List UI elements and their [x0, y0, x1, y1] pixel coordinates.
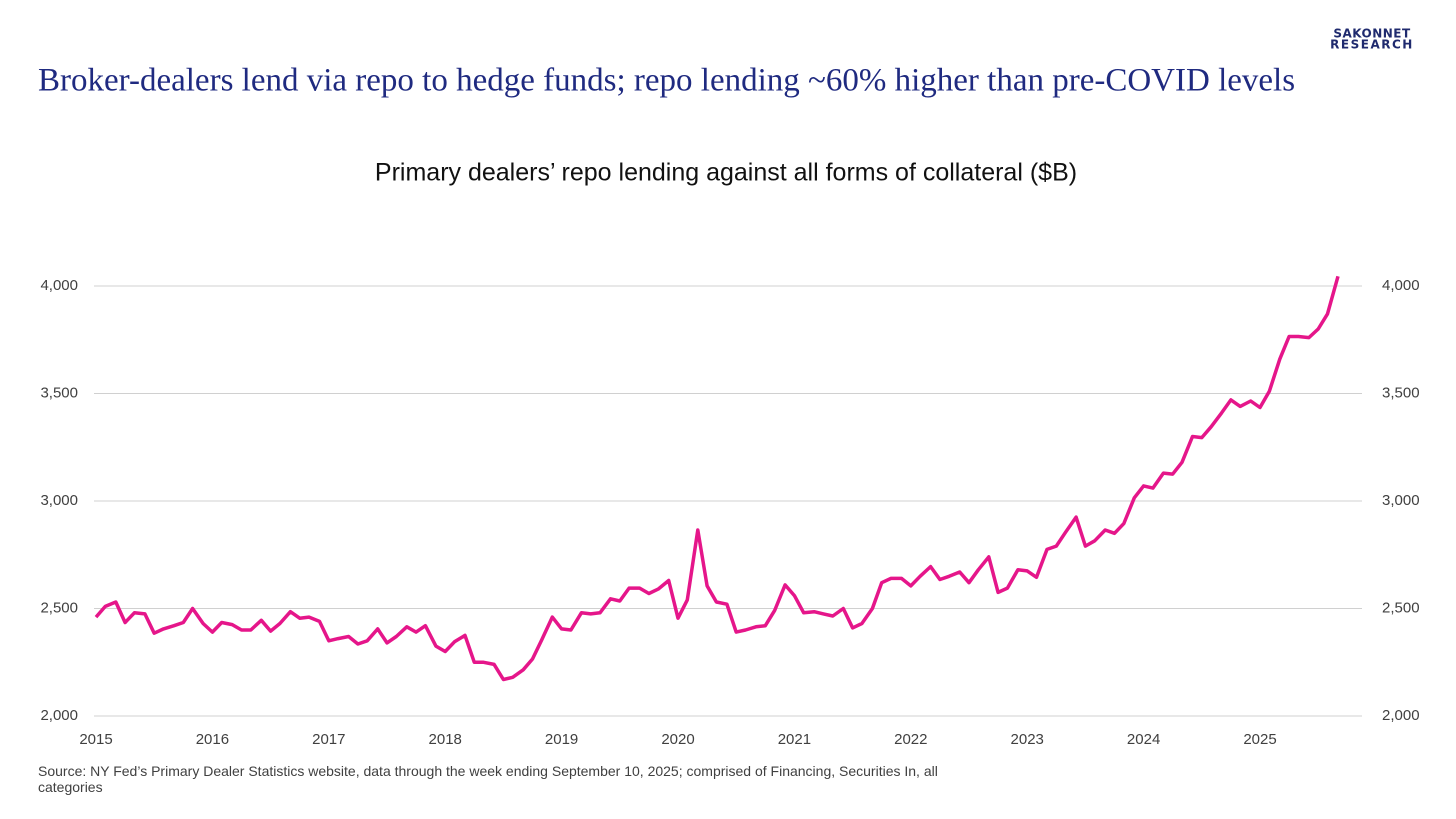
- x-tick-label: 2021: [778, 731, 811, 748]
- y2-tick-label: 2,500: [1382, 599, 1420, 616]
- y-tick-label: 2,500: [40, 599, 78, 616]
- y-tick-label: 3,000: [40, 492, 78, 509]
- y2-tick-label: 4,000: [1382, 277, 1420, 294]
- x-tick-label: 2018: [429, 731, 462, 748]
- y2-tick-label: 3,000: [1382, 492, 1420, 509]
- y2-tick-label: 3,500: [1382, 384, 1420, 401]
- brand: SAKONNET: [1333, 27, 1411, 41]
- y-tick-label: 3,500: [40, 384, 78, 401]
- y-tick-label: 2,000: [40, 707, 78, 724]
- y2-tick-label: 2,000: [1382, 707, 1420, 724]
- x-tick-label: 2016: [196, 731, 229, 748]
- chart-subtitle: Primary dealers’ repo lending against al…: [375, 159, 1077, 187]
- x-tick-label: 2022: [894, 731, 927, 748]
- brand: RESEARCH: [1330, 38, 1414, 52]
- x-tick-label: 2020: [661, 731, 694, 748]
- chart-title: Broker-dealers lend via repo to hedge fu…: [38, 63, 1295, 99]
- data-line: [94, 275, 1340, 682]
- x-tick-label: 2023: [1011, 731, 1044, 748]
- x-tick-label: 2017: [312, 731, 345, 748]
- x-tick-label: 2015: [79, 731, 112, 748]
- x-tick-label: 2025: [1243, 731, 1276, 748]
- source-note: Source: NY Fed’s Primary Dealer Statisti…: [38, 763, 938, 795]
- x-tick-label: 2019: [545, 731, 578, 748]
- y-tick-label: 4,000: [40, 277, 78, 294]
- x-tick-label: 2024: [1127, 731, 1160, 748]
